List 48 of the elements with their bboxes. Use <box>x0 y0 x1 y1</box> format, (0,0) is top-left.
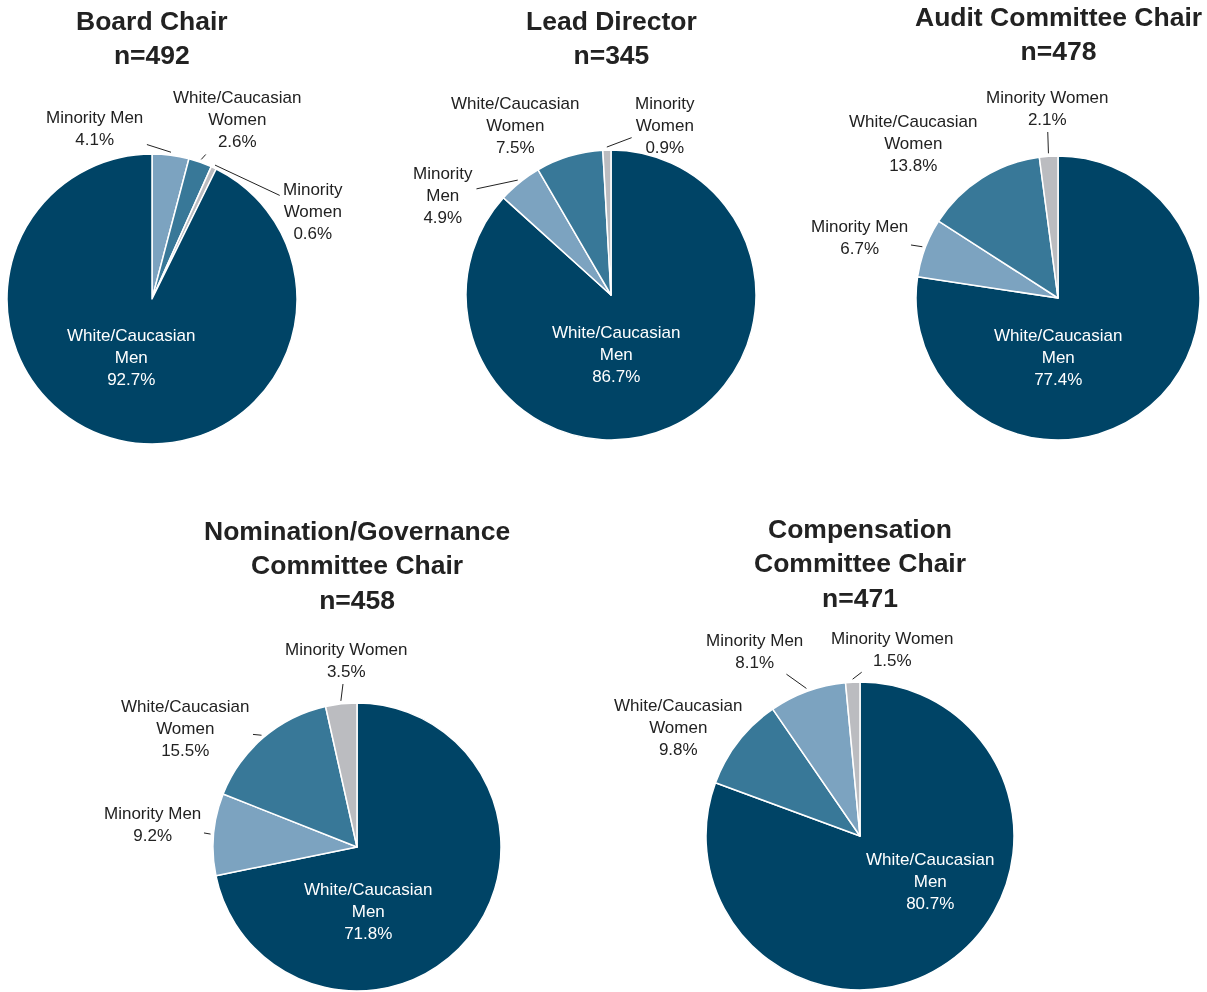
chart-subtitle: n=458 <box>319 584 396 615</box>
data-label: 8.1% <box>735 653 775 673</box>
data-label: 4.9% <box>423 208 463 228</box>
slice-label: White/Caucasian Women <box>849 112 978 154</box>
chart-subtitle: n=478 <box>1020 36 1097 67</box>
data-label: 80.7% <box>906 894 955 914</box>
slice-label: Minority Women <box>285 640 408 659</box>
data-label: 3.5% <box>326 662 366 682</box>
slice-label: White/Caucasian Women <box>173 88 302 130</box>
slice-label: Minority Men <box>811 217 909 236</box>
data-label: 2.1% <box>1027 110 1067 130</box>
chart-subtitle: n=345 <box>573 40 650 71</box>
data-label: 0.9% <box>645 138 685 158</box>
slice-label: Minority Women <box>283 180 344 222</box>
slice-label: White/Caucasian Men <box>994 326 1123 368</box>
slice-label: Minority Men <box>104 804 202 823</box>
data-label: 71.8% <box>344 924 393 944</box>
slice-label: Minority Men <box>706 631 804 650</box>
slice-label: Minority Men <box>413 164 474 206</box>
slice-label: Minority Women <box>986 88 1109 107</box>
chart-title: Board Chair <box>76 6 228 36</box>
data-label: 1.5% <box>872 651 912 671</box>
data-label: 13.8% <box>889 156 938 176</box>
chart-title: Lead Director <box>526 6 697 36</box>
data-label: 77.4% <box>1034 370 1083 390</box>
chart-title: Audit Committee Chair <box>915 2 1203 32</box>
slice-label: White/Caucasian Men <box>866 850 995 892</box>
data-label: 86.7% <box>592 367 641 387</box>
slice-label: White/Caucasian Women <box>121 697 250 739</box>
data-label: 7.5% <box>495 138 535 158</box>
slice-label: White/Caucasian Women <box>614 696 743 738</box>
data-label: 0.6% <box>293 224 333 244</box>
slice-label: White/Caucasian Men <box>552 323 681 365</box>
chart-subtitle: n=471 <box>822 582 898 613</box>
slice-label: White/Caucasian Women <box>451 94 580 136</box>
data-label: 2.6% <box>217 132 257 152</box>
data-label: 15.5% <box>161 741 210 761</box>
data-label: 9.2% <box>133 826 173 846</box>
slice-label: White/Caucasian Men <box>304 880 433 922</box>
data-label: 6.7% <box>840 239 880 259</box>
slice-label: Minority Women <box>831 629 954 648</box>
data-label: 9.8% <box>658 740 698 760</box>
slice-label: Minority Men <box>46 108 144 127</box>
chart-subtitle: n=492 <box>113 40 190 71</box>
data-label: 4.1% <box>75 130 115 150</box>
data-label: 92.7% <box>107 370 156 390</box>
slice-label: White/Caucasian Men <box>67 326 196 368</box>
slice-label: Minority Women <box>635 94 696 136</box>
